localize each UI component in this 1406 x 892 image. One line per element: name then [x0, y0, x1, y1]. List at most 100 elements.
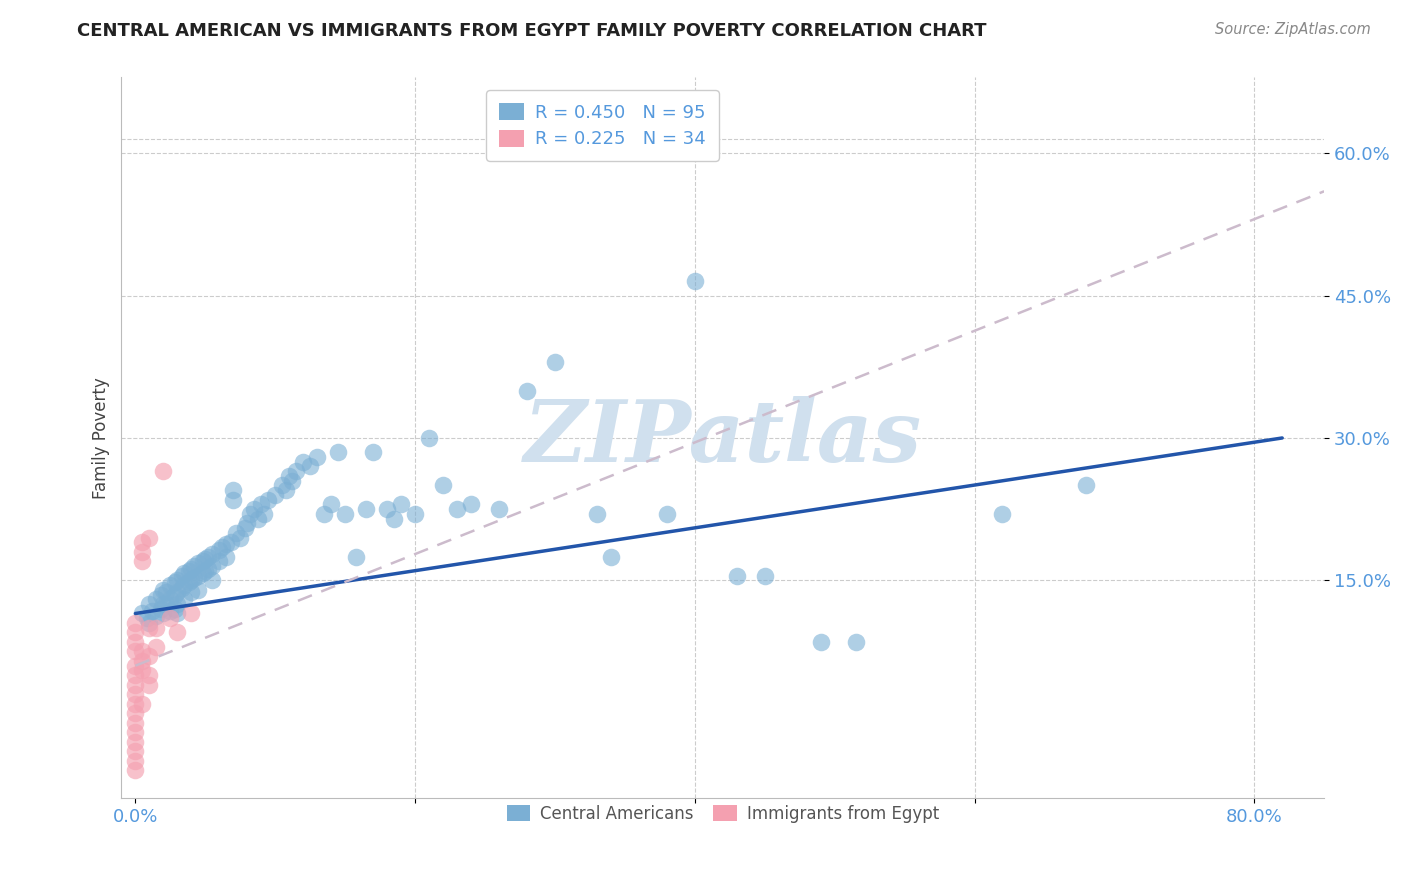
Text: Source: ZipAtlas.com: Source: ZipAtlas.com — [1215, 22, 1371, 37]
Point — [124, 644, 146, 658]
Point — [600, 549, 623, 564]
Point — [159, 578, 181, 592]
Point — [124, 635, 146, 649]
Point — [446, 502, 468, 516]
Point — [131, 664, 153, 678]
Y-axis label: Family Poverty: Family Poverty — [93, 377, 110, 499]
Point — [138, 621, 160, 635]
Point — [180, 584, 202, 599]
Point — [166, 574, 188, 588]
Point — [124, 706, 146, 720]
Point — [159, 611, 181, 625]
Point — [247, 511, 270, 525]
Point — [170, 581, 193, 595]
Point — [124, 697, 146, 711]
Point — [382, 511, 405, 525]
Point — [124, 734, 146, 748]
Legend: Central Americans, Immigrants from Egypt: Central Americans, Immigrants from Egypt — [501, 798, 946, 830]
Point — [544, 355, 567, 369]
Point — [281, 474, 304, 488]
Point — [219, 535, 242, 549]
Point — [683, 274, 706, 288]
Point — [197, 549, 219, 564]
Point — [131, 697, 153, 711]
Point — [201, 559, 224, 574]
Point — [155, 584, 177, 599]
Text: CENTRAL AMERICAN VS IMMIGRANTS FROM EGYPT FAMILY POVERTY CORRELATION CHART: CENTRAL AMERICAN VS IMMIGRANTS FROM EGYP… — [77, 22, 987, 40]
Point — [307, 450, 329, 464]
Point — [131, 607, 153, 621]
Point — [152, 582, 174, 597]
Point — [173, 566, 195, 580]
Point — [1076, 478, 1098, 492]
Point — [253, 507, 276, 521]
Point — [159, 604, 181, 618]
Point — [138, 649, 160, 664]
Point — [145, 640, 167, 654]
Point — [655, 507, 678, 521]
Point — [124, 687, 146, 701]
Point — [194, 564, 217, 578]
Point — [215, 537, 238, 551]
Point — [138, 597, 160, 611]
Point — [285, 464, 308, 478]
Point — [187, 556, 209, 570]
Point — [389, 497, 412, 511]
Point — [177, 564, 200, 578]
Point — [208, 543, 231, 558]
Point — [314, 507, 336, 521]
Point — [191, 566, 214, 580]
Point — [361, 445, 384, 459]
Point — [991, 507, 1014, 521]
Point — [460, 497, 482, 511]
Point — [124, 763, 146, 777]
Point — [194, 552, 217, 566]
Point — [163, 575, 186, 590]
Point — [250, 497, 273, 511]
Point — [138, 531, 160, 545]
Point — [516, 384, 538, 398]
Point — [163, 601, 186, 615]
Point — [180, 607, 202, 621]
Point — [278, 469, 301, 483]
Point — [404, 507, 426, 521]
Point — [138, 668, 160, 682]
Point — [124, 668, 146, 682]
Point — [166, 607, 188, 621]
Point — [183, 559, 205, 574]
Point — [187, 568, 209, 582]
Point — [180, 574, 202, 588]
Point — [124, 715, 146, 730]
Point — [183, 571, 205, 585]
Point — [145, 621, 167, 635]
Point — [149, 587, 172, 601]
Point — [344, 549, 367, 564]
Point — [754, 568, 776, 582]
Point — [243, 502, 266, 516]
Point — [173, 578, 195, 592]
Point — [810, 635, 832, 649]
Point — [124, 678, 146, 692]
Point — [124, 615, 146, 630]
Point — [432, 478, 454, 492]
Point — [131, 554, 153, 568]
Point — [375, 502, 398, 516]
Point — [201, 547, 224, 561]
Point — [131, 654, 153, 668]
Point — [271, 478, 294, 492]
Point — [145, 609, 167, 624]
Point — [166, 625, 188, 640]
Point — [335, 507, 357, 521]
Point — [149, 601, 172, 615]
Point — [166, 597, 188, 611]
Point — [725, 568, 748, 582]
Point — [170, 568, 193, 582]
Point — [155, 597, 177, 611]
Point — [152, 464, 174, 478]
Point — [131, 545, 153, 559]
Point — [124, 658, 146, 673]
Point — [239, 507, 262, 521]
Point — [141, 604, 163, 618]
Point — [131, 535, 153, 549]
Point — [138, 615, 160, 630]
